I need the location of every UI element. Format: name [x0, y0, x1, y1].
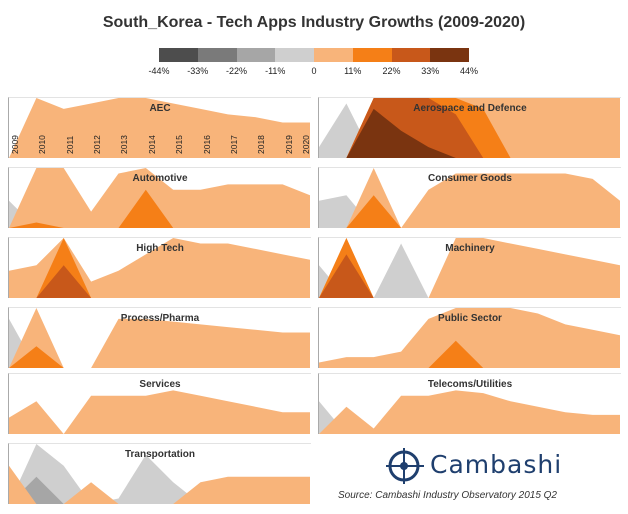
- panel-title: Machinery: [445, 243, 495, 254]
- legend-color-bar: [159, 48, 469, 62]
- panel-title: AEC: [149, 103, 171, 114]
- legend-labels: -44% -33% -22% -11% 0 11% 22% 33% 44%: [0, 66, 628, 78]
- year-tick-label: 2015: [174, 135, 185, 154]
- positive-band-1: [319, 238, 620, 298]
- year-tick-label: 2013: [119, 135, 130, 154]
- year-tick-label: 2018: [256, 135, 267, 154]
- panel-title: Consumer Goods: [428, 173, 512, 184]
- panel-title: Telecoms/Utilities: [427, 379, 513, 390]
- year-tick-label: 2016: [201, 135, 212, 154]
- panel-machinery: Machinery: [318, 237, 621, 298]
- legend-swatch-2: [236, 48, 276, 62]
- legend-label: 0: [311, 66, 317, 76]
- panel-automotive: Automotive: [8, 167, 311, 228]
- negative-band-1: [319, 243, 620, 298]
- panel-public-sector: Public Sector: [318, 307, 621, 368]
- year-tick-label: 2014: [146, 135, 157, 154]
- panel-title: Automotive: [132, 173, 188, 184]
- positive-band-3: [319, 254, 620, 298]
- panel-process-pharma: Process/Pharma: [8, 307, 311, 368]
- horizon-area: [9, 308, 310, 368]
- positive-band-4: [319, 108, 620, 158]
- legend-swatch-1: [197, 48, 237, 62]
- positive-band-1: [319, 308, 620, 368]
- positive-band-2: [9, 346, 310, 368]
- panel-services: Services: [8, 373, 311, 434]
- positive-band-1: [319, 390, 620, 434]
- positive-band-2: [319, 340, 620, 368]
- horizon-area: [9, 444, 310, 504]
- panel-aec: AEC 2009 2010 2011 2012 2013 2014 2015 2016 2017 2…: [8, 97, 311, 158]
- legend-swatch-7: [430, 48, 469, 62]
- horizon-area: [9, 98, 310, 158]
- negative-band-1: [9, 444, 310, 504]
- legend-label: -11%: [265, 66, 286, 76]
- source-note: Source: Cambashi Industry Observatory 20…: [338, 490, 557, 501]
- horizon-area: [9, 238, 310, 298]
- panel-aerospace-and-defence: Aerospace and Defence: [318, 97, 621, 158]
- positive-band-1: [9, 465, 310, 504]
- legend-swatch-6: [391, 48, 431, 62]
- positive-band-2: [9, 238, 310, 298]
- horizon-area: [319, 308, 620, 368]
- year-tick-label: 2011: [64, 135, 75, 154]
- positive-band-1: [9, 98, 310, 158]
- legend-swatch-3: [275, 48, 314, 62]
- cambashi-logo: Cambashi: [386, 446, 561, 486]
- horizon-area: [9, 390, 310, 434]
- year-tick-label: 2019: [283, 135, 294, 154]
- year-tick-label: 2009: [10, 135, 20, 154]
- horizon-area: [319, 98, 620, 158]
- legend-swatch-0: [159, 48, 198, 62]
- panel-title: High Tech: [136, 243, 184, 254]
- positive-band-1: [9, 168, 310, 228]
- year-tick-label: 2017: [228, 135, 239, 154]
- panel-title: Transportation: [124, 449, 195, 460]
- negative-band-2: [9, 476, 310, 504]
- panel-consumer-goods: Consumer Goods: [318, 167, 621, 228]
- compass-icon: [386, 448, 424, 484]
- horizon-area: [319, 390, 620, 434]
- year-tick-label: 2010: [37, 135, 48, 154]
- legend-label: 44%: [459, 66, 479, 76]
- legend-label: 22%: [382, 66, 401, 76]
- horizon-area: [319, 168, 620, 228]
- year-tick-label: 2020: [301, 135, 311, 154]
- legend-swatch-5: [352, 48, 392, 62]
- legend-swatch-4: [314, 48, 353, 62]
- positive-band-1: [319, 168, 620, 228]
- panel-transportation: Transportation: [8, 443, 311, 504]
- legend-label: -22%: [225, 66, 248, 76]
- panel-title: Public Sector: [438, 313, 502, 324]
- legend-label: 33%: [421, 66, 440, 76]
- horizon-area: [319, 238, 620, 298]
- panel-title: Aerospace and Defence: [413, 103, 527, 114]
- positive-band-1: [9, 238, 310, 298]
- logo-text: Cambashi: [430, 450, 563, 479]
- legend-label: -44%: [148, 66, 170, 76]
- year-tick-label: 2012: [92, 135, 103, 154]
- legend-label: -33%: [187, 66, 209, 76]
- horizon-area: [9, 168, 310, 228]
- positive-band-1: [9, 308, 310, 368]
- panel-title: Services: [139, 379, 181, 390]
- legend-label: 11%: [344, 66, 362, 76]
- panel-telecoms-utilities: Telecoms/Utilities: [318, 373, 621, 434]
- positive-band-1: [9, 390, 310, 434]
- panel-title: Process/Pharma: [120, 313, 200, 324]
- panel-high-tech: High Tech: [8, 237, 311, 298]
- positive-band-3: [9, 265, 310, 298]
- chart-title: South_Korea - Tech Apps Industry Growths…: [102, 14, 526, 31]
